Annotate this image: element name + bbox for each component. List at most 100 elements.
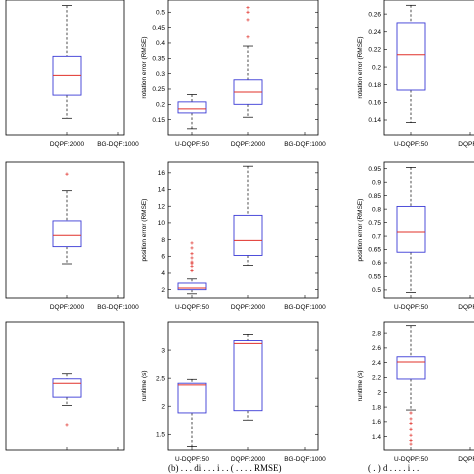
y-tick-label: 12 — [158, 203, 166, 210]
box-plot — [52, 172, 82, 265]
y-tick-label: 2.8 — [372, 330, 381, 337]
outlier-point — [409, 417, 413, 421]
y-tick-label: 0.24 — [368, 29, 381, 36]
outlier-point — [409, 421, 413, 425]
y-tick-label: 0.35 — [152, 55, 165, 62]
y-tick-label: 6 — [161, 253, 165, 260]
box-plot — [177, 378, 207, 447]
iqr-box — [177, 101, 207, 114]
y-tick-label: 0.2 — [372, 64, 381, 71]
axis-frame — [5, 161, 125, 299]
box-plot — [396, 4, 426, 123]
category-label: DQPF:2 — [458, 304, 474, 311]
y-tick-label: 2 — [161, 287, 165, 294]
y-tick-label: 0.65 — [368, 247, 381, 254]
axis-frame — [383, 321, 474, 451]
axis-frame — [383, 161, 474, 299]
iqr-box — [52, 220, 82, 248]
axis-frame — [167, 321, 319, 451]
outlier-point — [409, 442, 413, 446]
axis-frame — [167, 0, 319, 136]
box-plot — [233, 6, 263, 118]
category-label: U-DQPF:50 — [175, 456, 209, 463]
box-plot — [177, 94, 207, 130]
category-label: U-DQPF:50 — [394, 141, 428, 148]
category-label: U-DQPF:50 — [175, 304, 209, 311]
y-tick-label: 2.5 — [156, 375, 165, 382]
category-label: U-DQPF:50 — [394, 304, 428, 311]
y-tick-label: 2.2 — [372, 375, 381, 382]
axis-frame — [167, 161, 319, 299]
category-label: U-DQPF:50 — [175, 141, 209, 148]
chart-panel: 1.4 1.6 1.8 2 2.2 2.4 2.6 2.8 runtime (s) U-DQPF:… — [357, 321, 474, 463]
outlier-point — [190, 256, 194, 260]
box-plot — [177, 241, 207, 295]
category-label: BG-DQF:1000 — [284, 456, 326, 463]
y-axis-label: runtime (s) — [357, 370, 364, 401]
outlier-point — [409, 427, 413, 431]
y-axis-label: rotation error (RMSE) — [357, 36, 364, 98]
y-tick-label: 0.95 — [368, 166, 381, 173]
outlier-point — [65, 172, 69, 176]
y-tick-label: 0.3 — [156, 71, 165, 78]
y-tick-label: 0.85 — [368, 193, 381, 200]
outlier-point — [409, 411, 413, 415]
outlier-point — [409, 433, 413, 437]
y-tick-label: 8 — [161, 237, 165, 244]
y-axis-label: rotation error (RMSE) — [141, 36, 148, 98]
y-tick-label: 2 — [377, 389, 381, 396]
y-tick-label: 0.75 — [368, 220, 381, 227]
y-tick-label: 2.4 — [372, 360, 381, 367]
figure-captions: (b) . . . di . . . i . . ( . . . . RMSE)… — [168, 463, 419, 473]
y-tick-label: 0.16 — [368, 100, 381, 107]
category-label: DQPF:2 — [458, 141, 474, 148]
axis-frame — [383, 0, 474, 136]
y-tick-label: 14 — [158, 187, 166, 194]
outlier-point — [246, 35, 250, 39]
chart-panel — [5, 321, 125, 451]
y-tick-label: 0.9 — [372, 179, 381, 186]
outlier-point — [246, 18, 250, 22]
y-tick-label: 4 — [161, 270, 165, 277]
caption-center: (b) . . . di . . . i . . ( . . . . RMSE) — [168, 463, 282, 473]
y-tick-label: 1.8 — [372, 404, 381, 411]
box-plot — [396, 325, 426, 446]
category-label: BG-DQF:1000 — [97, 304, 139, 311]
y-tick-label: 0.45 — [152, 25, 165, 32]
chart-panel: DQPF:2000 BG-DQF:1000 — [5, 161, 139, 311]
y-tick-label: 16 — [158, 170, 166, 177]
y-axis-label: position error (RMSE) — [141, 199, 148, 262]
y-tick-label: 0.55 — [368, 274, 381, 281]
box-plot — [396, 167, 426, 293]
y-tick-label: 0.26 — [368, 11, 381, 18]
category-label: DQPF:2 — [458, 456, 474, 463]
y-tick-label: 0.4 — [156, 40, 165, 47]
box-plot — [233, 334, 263, 421]
iqr-box — [396, 205, 426, 253]
outlier-point — [190, 252, 194, 256]
y-axis-label: runtime (s) — [141, 370, 148, 401]
chart-panel: 0.15 0.2 0.25 0.3 0.35 0.4 0.45 0.5 rotation err… — [141, 0, 326, 148]
chart-panel: DQPF:2000 BG-DQF:1000 — [5, 0, 139, 148]
y-tick-label: 0.18 — [368, 82, 381, 89]
category-label: BG-DQF:1000 — [97, 141, 139, 148]
y-tick-label: 0.6 — [372, 260, 381, 267]
chart-panel: 1.5 2 2.5 3 runtime (s) U-DQPF:50 DQPF:2000 BG-… — [141, 321, 326, 463]
caption-right: ( . ) d . . . . i . . — [368, 463, 419, 473]
outlier-point — [190, 260, 194, 264]
y-tick-label: 0.5 — [372, 287, 381, 294]
outlier-point — [246, 10, 250, 14]
chart-panels: DQPF:2000 BG-DQF:10000.150.20.250.30.350.… — [5, 0, 474, 463]
y-tick-label: 0.7 — [372, 233, 381, 240]
category-label: DQPF:2000 — [50, 304, 85, 311]
y-tick-label: 1.6 — [372, 419, 381, 426]
y-tick-label: 0.2 — [156, 102, 165, 109]
category-label: U-DQPF:50 — [394, 456, 428, 463]
outlier-point — [190, 246, 194, 250]
box-plot — [52, 373, 82, 427]
iqr-box — [396, 22, 426, 91]
y-tick-label: 3 — [161, 347, 165, 354]
y-tick-label: 0.22 — [368, 47, 381, 54]
axis-frame — [5, 0, 125, 136]
